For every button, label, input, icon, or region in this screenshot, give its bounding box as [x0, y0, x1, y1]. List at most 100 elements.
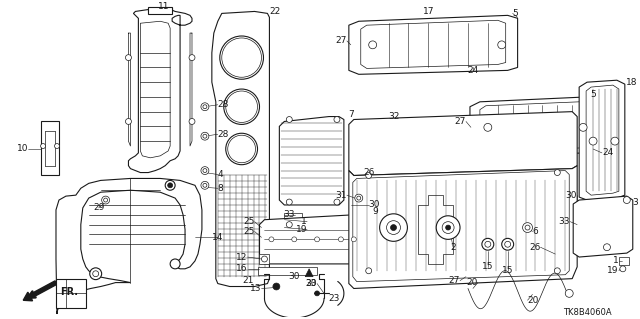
- Text: 9: 9: [372, 207, 378, 216]
- Text: 30: 30: [289, 272, 300, 281]
- Circle shape: [40, 144, 45, 148]
- Circle shape: [365, 173, 372, 178]
- Polygon shape: [480, 102, 587, 151]
- Circle shape: [226, 133, 257, 165]
- Circle shape: [220, 36, 264, 79]
- Text: 3: 3: [632, 197, 637, 206]
- Text: 1: 1: [301, 217, 307, 226]
- Text: 30: 30: [566, 191, 577, 200]
- Circle shape: [226, 91, 257, 122]
- Text: 31: 31: [335, 191, 347, 200]
- Polygon shape: [573, 196, 633, 257]
- Text: 25: 25: [243, 217, 255, 226]
- Circle shape: [482, 238, 494, 250]
- Polygon shape: [419, 195, 453, 264]
- Circle shape: [339, 237, 344, 242]
- Bar: [259, 254, 269, 264]
- Circle shape: [611, 137, 619, 145]
- Circle shape: [203, 183, 207, 187]
- Polygon shape: [259, 215, 359, 264]
- Text: 24: 24: [467, 66, 479, 75]
- Circle shape: [505, 241, 511, 247]
- Polygon shape: [361, 20, 506, 68]
- Circle shape: [436, 216, 460, 239]
- Text: 23: 23: [328, 294, 340, 303]
- Circle shape: [315, 291, 319, 296]
- Text: FR.: FR.: [60, 287, 78, 297]
- Text: 14: 14: [212, 233, 223, 242]
- Circle shape: [228, 135, 255, 163]
- Text: 4: 4: [218, 170, 223, 179]
- Circle shape: [189, 55, 195, 61]
- Circle shape: [554, 268, 560, 274]
- Text: 16: 16: [236, 264, 248, 273]
- Circle shape: [168, 183, 173, 188]
- Bar: [148, 6, 172, 14]
- Text: 17: 17: [422, 7, 434, 16]
- Circle shape: [203, 105, 207, 109]
- Text: 33: 33: [559, 217, 570, 226]
- Circle shape: [355, 194, 363, 202]
- Polygon shape: [212, 11, 269, 286]
- Circle shape: [286, 199, 292, 205]
- Circle shape: [380, 214, 408, 241]
- Circle shape: [525, 225, 530, 230]
- Text: 27: 27: [335, 36, 347, 45]
- Polygon shape: [586, 85, 619, 195]
- Circle shape: [484, 123, 492, 131]
- Text: 8: 8: [218, 184, 223, 193]
- Text: 30: 30: [369, 200, 380, 210]
- Circle shape: [125, 55, 131, 61]
- Circle shape: [224, 89, 259, 124]
- Polygon shape: [140, 21, 170, 158]
- FancyArrow shape: [23, 281, 57, 301]
- Text: 26: 26: [529, 243, 540, 252]
- Text: 20: 20: [527, 296, 539, 305]
- Circle shape: [589, 137, 597, 145]
- Text: 13: 13: [250, 284, 262, 293]
- Circle shape: [334, 199, 340, 205]
- Text: 25: 25: [243, 227, 255, 236]
- Text: 26: 26: [363, 168, 374, 177]
- Circle shape: [334, 116, 340, 122]
- Text: 30: 30: [305, 279, 317, 288]
- Circle shape: [356, 196, 361, 200]
- Text: 27: 27: [449, 276, 460, 285]
- Text: 1: 1: [613, 256, 619, 265]
- Circle shape: [201, 103, 209, 111]
- Circle shape: [565, 289, 573, 297]
- Text: 7: 7: [348, 110, 354, 119]
- Bar: [619, 257, 628, 265]
- Circle shape: [369, 41, 377, 49]
- Circle shape: [292, 237, 297, 242]
- Bar: [41, 122, 59, 175]
- Text: 32: 32: [388, 112, 399, 121]
- Circle shape: [523, 223, 532, 233]
- Polygon shape: [349, 15, 518, 74]
- Circle shape: [273, 283, 280, 290]
- Text: 33: 33: [284, 210, 295, 219]
- Text: 12: 12: [236, 253, 248, 262]
- Polygon shape: [470, 97, 597, 156]
- Circle shape: [203, 134, 207, 138]
- Circle shape: [170, 259, 180, 269]
- Circle shape: [201, 182, 209, 189]
- Circle shape: [222, 38, 262, 77]
- Bar: [257, 267, 317, 275]
- Text: 18: 18: [626, 78, 637, 87]
- Text: 11: 11: [157, 2, 169, 11]
- Circle shape: [90, 268, 102, 280]
- Circle shape: [269, 237, 274, 242]
- Polygon shape: [353, 171, 569, 282]
- Circle shape: [365, 268, 372, 274]
- Circle shape: [286, 222, 292, 227]
- Circle shape: [286, 116, 292, 122]
- Circle shape: [315, 237, 319, 242]
- Text: 15: 15: [502, 266, 513, 275]
- Text: 23: 23: [306, 279, 317, 288]
- Polygon shape: [279, 116, 344, 205]
- Circle shape: [390, 225, 397, 231]
- Polygon shape: [579, 80, 625, 200]
- Circle shape: [93, 271, 99, 277]
- Circle shape: [579, 123, 587, 131]
